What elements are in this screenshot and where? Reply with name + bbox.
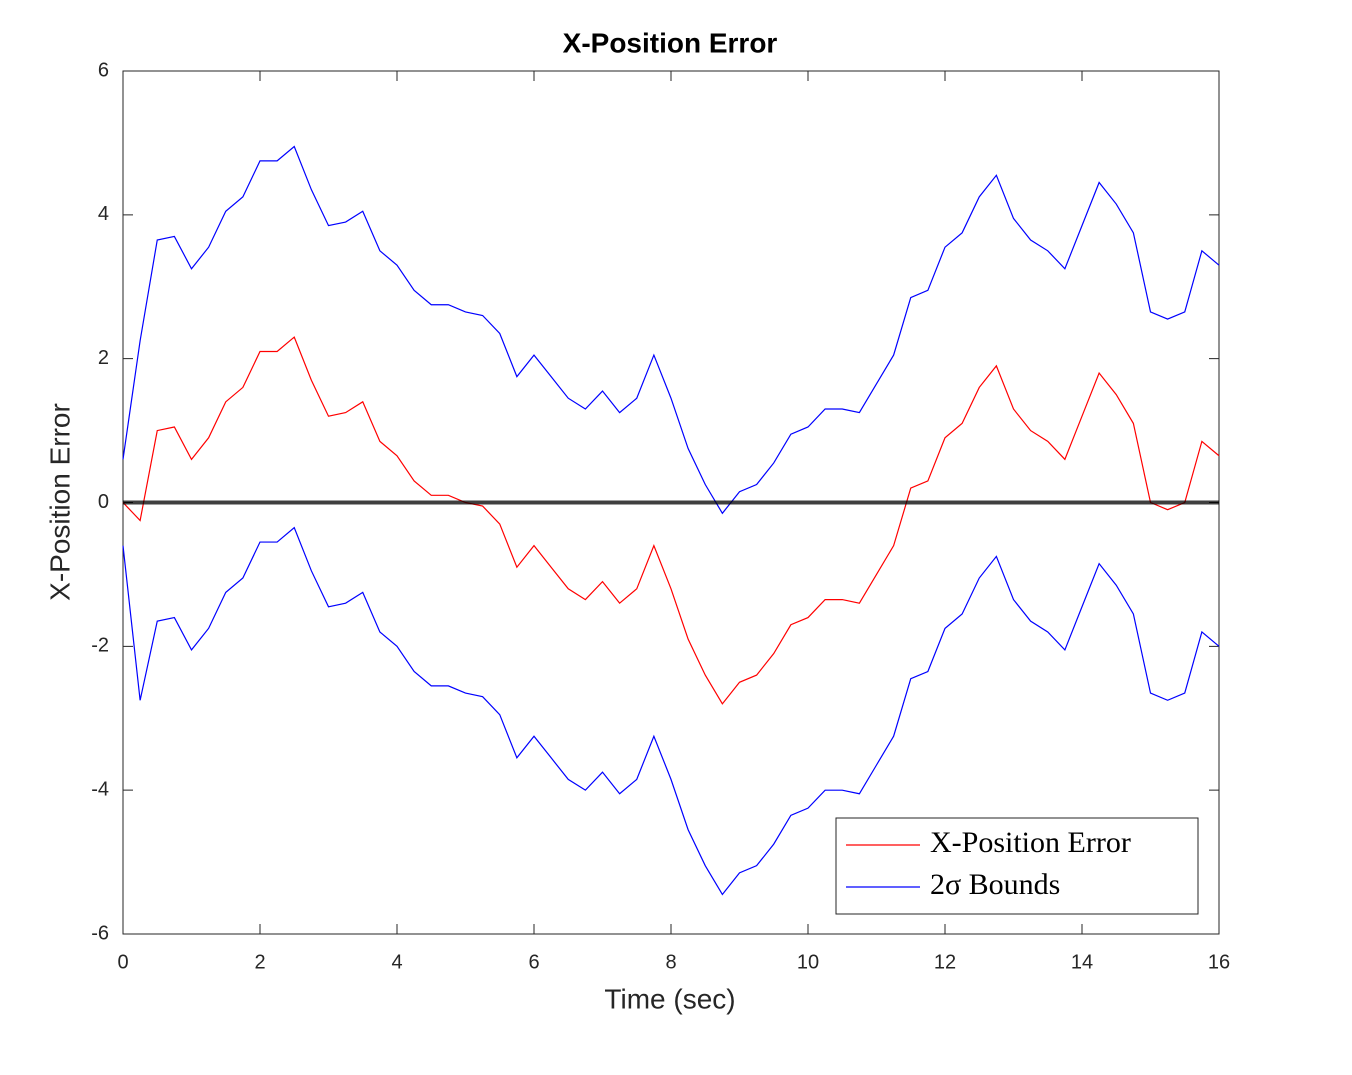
x-tick-label: 2: [254, 951, 265, 973]
y-tick-label: 0: [98, 491, 109, 513]
y-tick-label: 4: [98, 203, 109, 225]
x-tick-label: 8: [665, 951, 676, 973]
x-tick-label: 16: [1208, 951, 1230, 973]
x-tick-label: 0: [117, 951, 128, 973]
y-axis-label: X-Position Error: [44, 403, 75, 601]
y-tick-label: -2: [91, 635, 109, 657]
x-tick-label: 14: [1071, 951, 1093, 973]
x-tick-label: 6: [528, 951, 539, 973]
y-tick-label: 6: [98, 59, 109, 81]
data-line: [122, 526, 1220, 896]
y-tick-label: 2: [98, 347, 109, 369]
legend-label: 2σ Bounds: [930, 868, 1060, 901]
x-tick-label: 12: [934, 951, 956, 973]
x-tick-label: 4: [391, 951, 402, 973]
x-axis-label: Time (sec): [604, 983, 735, 1014]
x-tick-label: 10: [797, 951, 819, 973]
legend-box: [835, 817, 1199, 915]
legend-label: X-Position Error: [930, 826, 1131, 859]
y-tick-label: -4: [91, 778, 109, 800]
chart-title: X-Position Error: [563, 27, 778, 58]
y-tick-label: -6: [91, 922, 109, 944]
data-line: [122, 145, 1220, 515]
data-line: [122, 336, 1220, 705]
